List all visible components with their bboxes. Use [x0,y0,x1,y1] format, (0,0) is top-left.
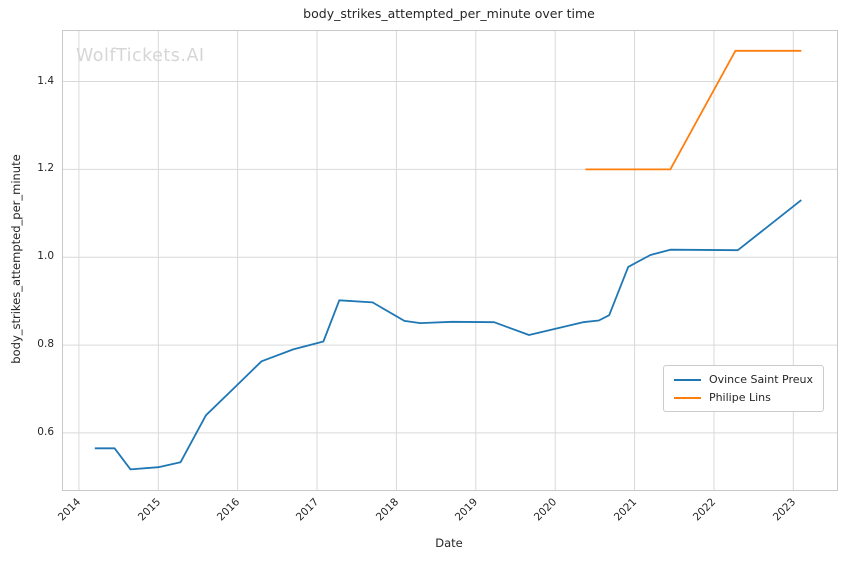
legend-label: Philipe Lins [708,391,771,404]
legend-item-ovince-saint-preux: Ovince Saint Preux [673,373,813,386]
legend-item-philipe-lins: Philipe Lins [673,391,813,404]
legend-line-swatch-blue [673,378,701,381]
chart-title: body_strikes_attempted_per_minute over t… [303,6,595,21]
x-tick-label-2017: 2017 [294,496,322,524]
y-tick-label-1.2: 1.2 [37,162,54,175]
watermark: WolfTickets.AI [76,46,205,66]
plot-canvas [63,31,837,490]
x-tick-label-2020: 2020 [532,496,560,524]
y-tick-label-0.6: 0.6 [37,425,54,438]
x-tick-label-2018: 2018 [373,496,401,524]
series-line-philipe-lins [585,49,802,171]
x-tick-label-2015: 2015 [135,496,163,524]
x-tick-label-2016: 2016 [214,496,243,524]
x-tick-label-2019: 2019 [452,496,481,524]
x-tick-label-2022: 2022 [691,496,719,524]
y-tick-label-1.4: 1.4 [37,74,54,87]
legend-label: Ovince Saint Preux [708,373,813,386]
x-tick-label-2023: 2023 [770,496,798,524]
x-tick-label-2014: 2014 [55,496,84,524]
legend: Ovince Saint Preux Philipe Lins [662,365,824,412]
y-tick-label-0.8: 0.8 [37,338,54,351]
legend-line-swatch-orange [673,396,701,399]
x-tick-label-2021: 2021 [611,496,640,524]
plot-area: WolfTickets.AI Ovince Saint Preux Philip… [62,30,838,491]
series-line-ovince-saint-preux [94,199,802,471]
x-axis-title: Date [435,536,463,550]
y-tick-label-1: 1.0 [37,250,54,263]
